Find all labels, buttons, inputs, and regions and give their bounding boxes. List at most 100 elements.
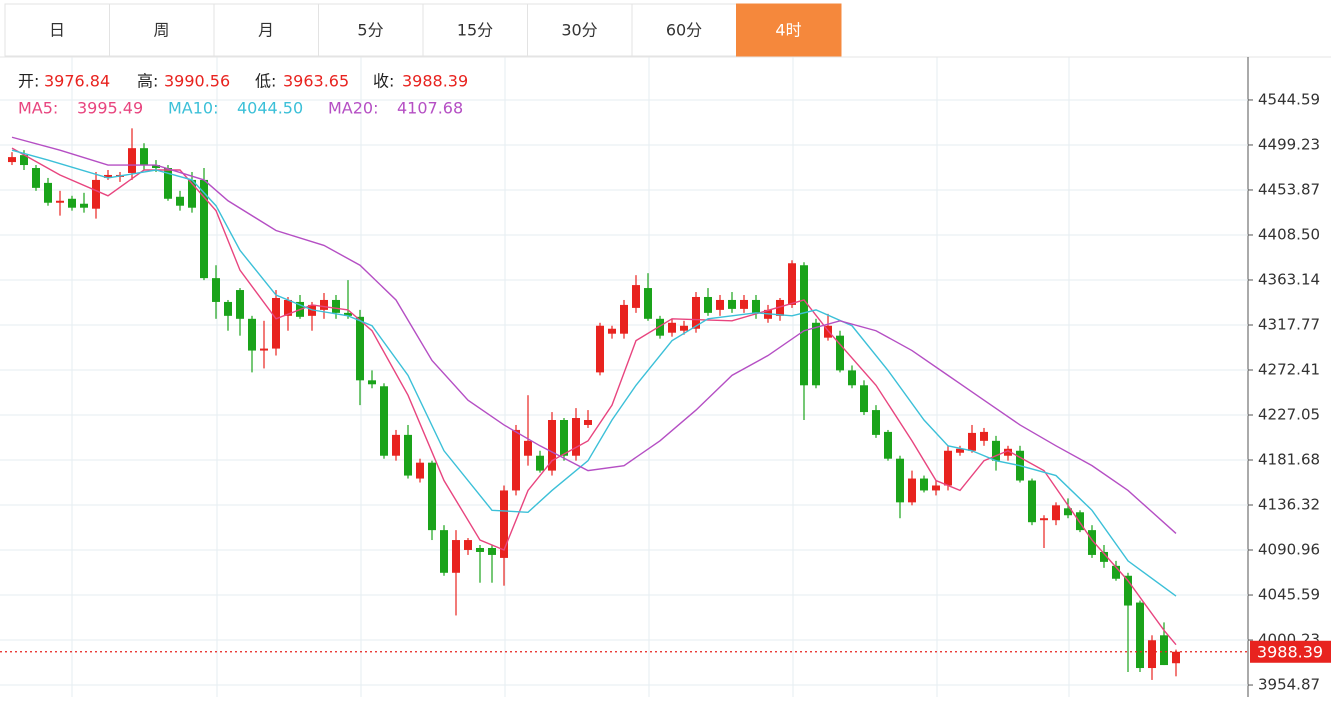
info-label: 高: [137,72,158,91]
candle-body [548,420,556,471]
tab-label[interactable]: 15分 [457,21,493,40]
candle-body [1112,565,1120,579]
candle-body [428,462,436,531]
candle-body [224,301,232,316]
candle-body [656,318,664,336]
candle-body [584,420,592,425]
tab[interactable] [527,3,633,57]
candle-body [128,148,136,173]
ma-label: MA5: [18,99,58,118]
info-value: 3988.39 [402,72,468,91]
candle-body [464,540,472,550]
candle-body [944,450,952,486]
candle-body [704,296,712,313]
candle-body [188,179,196,208]
tab[interactable] [736,3,842,57]
candle-body [92,179,100,209]
candle-body [932,485,940,491]
candle-body [20,155,28,166]
tab-label[interactable]: 月 [258,21,274,40]
candle-body [728,299,736,309]
info-value: 3990.56 [164,72,230,91]
candle-body [416,462,424,479]
info-label: 开: [18,72,39,91]
x-grid [71,57,1070,697]
candle-body [752,299,760,313]
candle-body [488,547,496,555]
candle-body [56,200,64,203]
candle-body [620,304,628,334]
y-tick-label: 4408.50 [1258,225,1320,243]
candle-body [776,299,784,316]
ma-label: MA10: [168,99,219,118]
candle-body [632,285,640,308]
ma-value: 4044.50 [237,99,303,118]
tab-label[interactable]: 5分 [357,21,383,40]
y-tick-label: 4317.77 [1258,315,1320,333]
tab[interactable] [631,3,737,57]
tab[interactable] [109,3,215,57]
candle-body [908,478,916,503]
y-tick-label: 4181.68 [1258,451,1320,469]
ma-line [11,149,1177,597]
candle-body [104,174,112,178]
candle-body [536,455,544,471]
candle-body [1088,530,1096,555]
candle-body [8,157,16,163]
candle-body [524,440,532,456]
candle-body [1064,508,1072,516]
candle-body [512,429,520,491]
candle-body [476,547,484,552]
tab-label[interactable]: 60分 [666,21,702,40]
tab-label[interactable]: 30分 [561,21,597,40]
candle-body [140,148,148,166]
ma-value: 3995.49 [77,99,143,118]
candle-body [344,312,352,316]
ma-line [11,147,1177,646]
candle-body [1004,448,1012,456]
candle-body [248,318,256,351]
candle-body [1076,512,1084,531]
tab[interactable] [422,3,528,57]
candle-body [572,418,580,456]
tab[interactable] [318,3,424,57]
candle-body [272,297,280,349]
candle-body [44,182,52,203]
candle-body [692,296,700,329]
candle-body [992,440,1000,461]
y-tick-label: 4045.59 [1258,586,1320,604]
candle-body [164,168,172,199]
y-tick-label: 4544.59 [1258,90,1320,108]
candle-body [1040,518,1048,521]
candle-body [260,348,268,351]
y-tick-label: 3954.87 [1258,676,1320,694]
tab-label[interactable]: 周 [153,21,169,40]
info-label: 低: [255,72,276,91]
candle-body [356,316,364,381]
candle-body [1052,505,1060,521]
info-value: 3963.65 [283,72,349,91]
candle-body [896,458,904,503]
candle-body [872,410,880,435]
candle-body [884,431,892,459]
candle-body [1160,635,1168,666]
tab[interactable] [213,3,319,57]
tab-label[interactable]: 4时 [775,21,801,40]
candle-body [440,530,448,573]
candle-body [368,380,376,385]
info-value: 3976.84 [44,72,110,91]
candle-body [608,328,616,334]
candle-body [212,278,220,302]
candle-body [320,299,328,310]
y-tick-label: 4272.41 [1258,360,1320,378]
current-price-box [1250,640,1331,663]
tab-label[interactable]: 日 [49,21,65,40]
candle-body [332,299,340,313]
candle-body [860,385,868,413]
candle-body [1100,551,1108,562]
candle-body [1148,640,1156,669]
candle-body [788,263,796,305]
candle-body [716,299,724,310]
candle-body [200,179,208,279]
